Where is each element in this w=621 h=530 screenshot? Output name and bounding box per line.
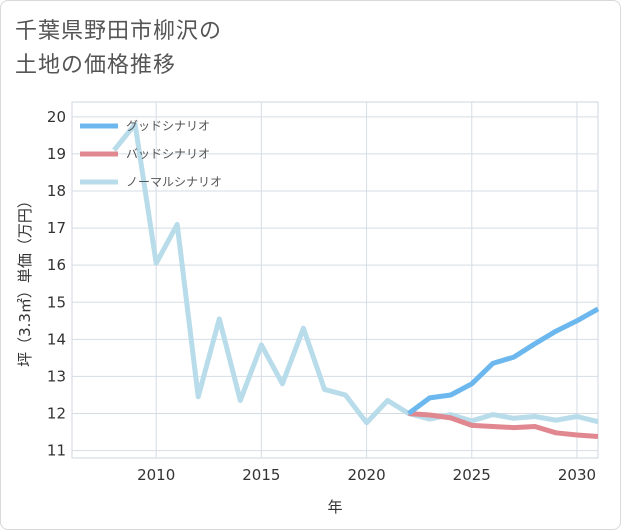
y-tick-label: 11 xyxy=(47,442,66,460)
legend-label-2: ノーマルシナリオ xyxy=(126,175,222,189)
y-tick-label: 19 xyxy=(47,145,66,163)
y-tick-label: 18 xyxy=(47,182,66,200)
x-tick-label: 2010 xyxy=(137,466,175,484)
x-tick-label: 2020 xyxy=(347,466,385,484)
y-tick-label: 14 xyxy=(47,330,66,348)
grid-lines xyxy=(71,101,599,459)
y-tick-label: 12 xyxy=(47,405,66,423)
chart-title: 千葉県野田市柳沢の 土地の価格推移 xyxy=(15,15,222,83)
x-axis-title: 年 xyxy=(327,498,342,516)
y-tick-label: 20 xyxy=(47,108,66,126)
chart-title-line2: 土地の価格推移 xyxy=(15,53,177,78)
axis-ticks: 11 12 13 14 15 16 17 18 19 20 2010 2015 2020 2025 2030 xyxy=(47,108,596,484)
series-line-0 xyxy=(407,306,600,416)
x-tick-label: 2030 xyxy=(558,466,596,484)
series-line-1 xyxy=(408,411,599,439)
legend-label-0: グッドシナリオ xyxy=(126,119,210,133)
y-tick-label: 16 xyxy=(47,256,66,274)
plot-frame xyxy=(71,101,599,459)
series-lines xyxy=(112,121,600,439)
y-tick-label: 17 xyxy=(47,219,66,237)
chart-title-line1: 千葉県野田市柳沢の xyxy=(15,19,223,44)
series-line-2 xyxy=(112,121,599,426)
y-tick-label: 15 xyxy=(47,293,66,311)
y-tick-label: 13 xyxy=(47,367,66,385)
x-tick-label: 2015 xyxy=(242,466,280,484)
x-tick-label: 2025 xyxy=(453,466,491,484)
legend-label-1: バッドシナリオ xyxy=(126,147,210,161)
y-axis-title: 坪（3.3㎡）単価（万円） xyxy=(16,193,34,367)
